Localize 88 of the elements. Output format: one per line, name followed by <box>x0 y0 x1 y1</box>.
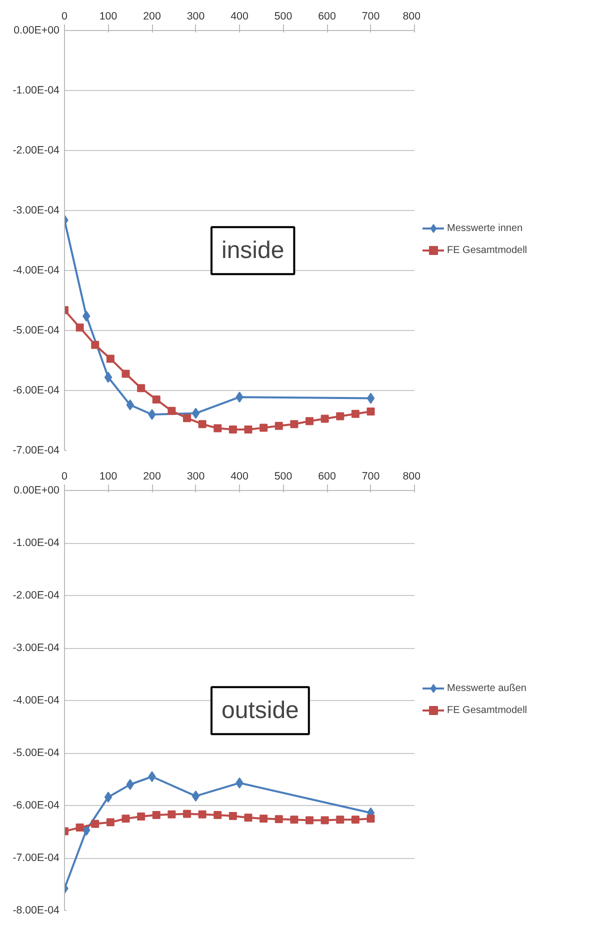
point <box>320 414 329 423</box>
point <box>198 810 206 818</box>
y-tick-label: -4.00E-04 <box>12 694 60 706</box>
y-tick-label: 0.00E+00 <box>14 484 60 496</box>
y-tick-label: -7.00E-04 <box>12 444 60 456</box>
point <box>366 408 375 416</box>
point <box>137 384 146 392</box>
legend-label: Messwerte außen <box>447 682 526 694</box>
x-tick-label: 400 <box>230 10 248 22</box>
point <box>214 424 222 432</box>
point <box>91 340 100 349</box>
point <box>244 426 252 434</box>
point <box>336 816 344 824</box>
point <box>152 396 160 404</box>
y-tick-label: -5.00E-04 <box>12 747 60 759</box>
point <box>274 422 283 430</box>
y-tick-label: -7.00E-04 <box>12 852 60 864</box>
point <box>366 392 375 404</box>
x-tick-label: 600 <box>318 10 336 22</box>
point <box>351 410 360 418</box>
point <box>260 424 268 432</box>
point <box>137 812 146 821</box>
x-tick-label: 100 <box>99 10 118 22</box>
point <box>183 810 191 818</box>
point <box>366 814 375 823</box>
y-tick-label: -6.00E-04 <box>12 800 60 812</box>
point <box>168 810 176 818</box>
y-tick-label: -6.00E-04 <box>12 384 60 396</box>
y-tick-label: -4.00E-04 <box>12 264 60 276</box>
point <box>260 814 268 823</box>
x-tick-label: 800 <box>402 470 421 482</box>
point <box>228 812 237 820</box>
y-tick-label: -5.00E-04 <box>12 324 60 336</box>
point <box>126 779 134 790</box>
x-tick-label: 300 <box>186 10 205 22</box>
y-tick-label: -2.00E-04 <box>12 590 60 602</box>
x-tick-label: 600 <box>318 470 336 482</box>
y-tick-label: 0.00E+00 <box>14 24 60 36</box>
point <box>290 420 298 428</box>
x-tick-label: 0 <box>62 10 68 22</box>
x-tick-label: 200 <box>143 10 161 22</box>
point <box>148 409 156 420</box>
point <box>290 816 298 824</box>
x-tick-label: 100 <box>99 470 118 482</box>
point <box>306 816 314 824</box>
point <box>76 324 84 332</box>
legend-label: FE Gesamtmodell <box>447 704 528 716</box>
point <box>198 420 206 428</box>
point <box>183 414 191 422</box>
point <box>106 818 114 826</box>
x-tick-label: 0 <box>62 470 68 482</box>
point <box>214 810 222 819</box>
x-tick-label: 700 <box>362 470 380 482</box>
x-tick-label: 300 <box>186 470 205 482</box>
point <box>104 372 112 383</box>
point <box>351 816 360 824</box>
annotation: inside <box>222 237 284 264</box>
point <box>76 824 84 832</box>
y-tick-label: -3.00E-04 <box>12 642 60 654</box>
y-tick-label: -1.00E-04 <box>12 537 60 549</box>
point <box>106 354 114 363</box>
point <box>336 412 344 420</box>
x-tick-label: 800 <box>402 10 421 22</box>
point <box>122 370 130 378</box>
point <box>91 820 100 828</box>
point <box>192 408 200 419</box>
point <box>152 810 160 819</box>
y-tick-label: -3.00E-04 <box>12 204 60 216</box>
y-tick-label: -1.00E-04 <box>12 84 60 96</box>
legend-label: FE Gesamtmodell <box>447 244 528 256</box>
point <box>104 792 112 803</box>
point <box>122 814 130 823</box>
y-tick-label: -2.00E-04 <box>12 144 60 156</box>
annotation: outside <box>222 697 299 724</box>
point <box>274 815 283 824</box>
y-tick-label: -8.00E-04 <box>12 904 60 916</box>
point <box>228 426 237 434</box>
x-tick-label: 700 <box>362 10 380 22</box>
x-tick-label: 200 <box>143 470 161 482</box>
x-tick-label: 500 <box>274 470 292 482</box>
point <box>244 814 252 822</box>
point <box>192 790 200 802</box>
x-tick-label: 400 <box>230 470 248 482</box>
point <box>306 417 314 426</box>
point <box>168 406 176 415</box>
legend-label: Messwerte innen <box>447 222 523 234</box>
x-tick-label: 500 <box>274 10 292 22</box>
point <box>320 816 329 824</box>
